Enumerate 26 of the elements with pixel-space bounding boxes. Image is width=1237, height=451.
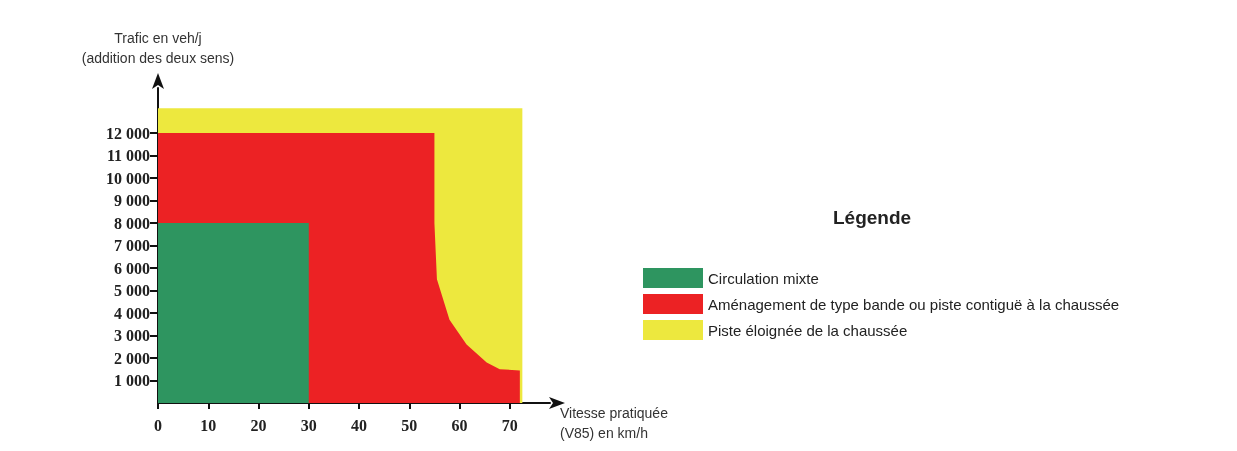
x-tick-label: 10 (200, 416, 217, 434)
x-tick-label: 50 (401, 416, 418, 434)
y-tick-label: 10 000 (106, 169, 150, 187)
y-tick-label: 12 000 (106, 124, 150, 142)
y-tick-label: 11 000 (106, 147, 150, 164)
y-axis-title: Trafic en veh/j (addition des deux sens) (81, 30, 235, 66)
y-tick-label: 8 000 (114, 214, 150, 232)
y-tick-label: 2 000 (114, 349, 150, 367)
legend-label: Circulation mixte (708, 269, 819, 287)
y-tick-label: 7 000 (114, 237, 150, 254)
legend-title: Légende (833, 207, 912, 228)
y-tick-label: 6 000 (114, 259, 150, 277)
y-tick-label: 1 000 (114, 372, 150, 389)
y-tick-label: 5 000 (114, 282, 150, 299)
x-axis-title: Vitesse pratiquée (V85) en km/h (560, 405, 669, 441)
y-tick-label: 3 000 (114, 327, 150, 344)
x-tick-label: 0 (154, 416, 162, 434)
legend-label: Aménagement de type bande ou piste contiguë à la chaussée (708, 295, 1120, 313)
x-tick-label: 70 (501, 416, 518, 434)
y-tick-label: 4 000 (114, 304, 150, 322)
x-tick-label: 60 (451, 416, 468, 434)
x-tick-label: 40 (351, 416, 368, 434)
x-tick-label: 20 (250, 416, 267, 434)
legend-label: Piste éloignée de la chaussée (708, 321, 908, 339)
x-tick-label: 30 (300, 416, 317, 434)
y-tick-label: 9 000 (114, 192, 150, 209)
